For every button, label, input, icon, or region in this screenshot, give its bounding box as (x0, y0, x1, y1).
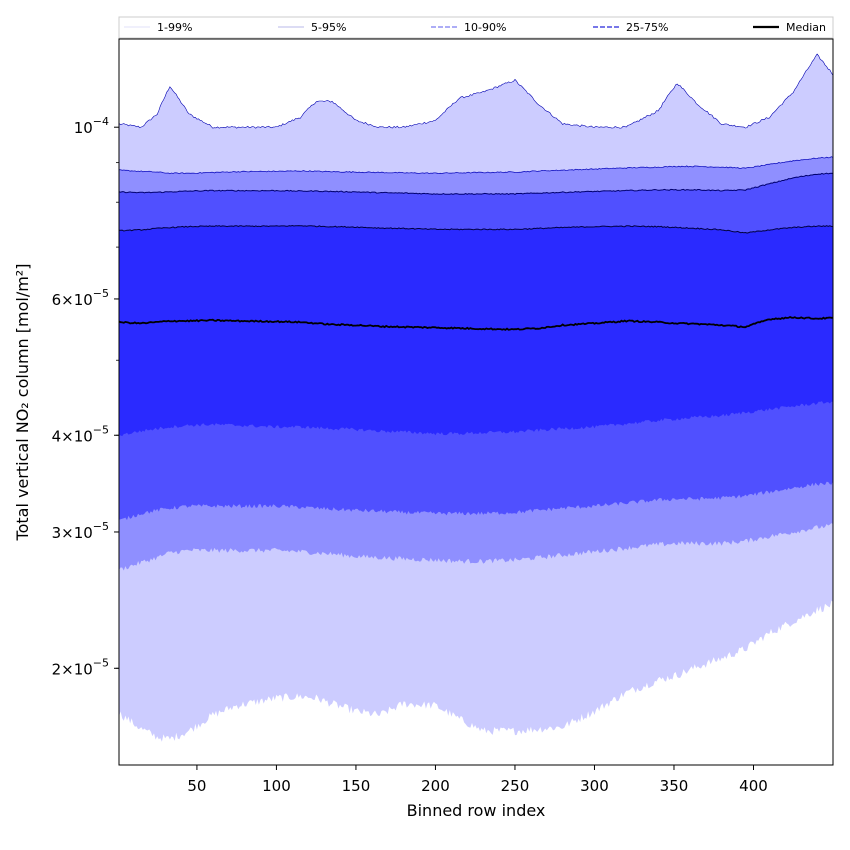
legend-item: 1-99% (124, 21, 192, 34)
y-tick-label: 10−4 (74, 115, 109, 137)
y-tick-label: 4×10−5 (52, 423, 109, 445)
band-1-99-upper-line (119, 53, 833, 129)
band-10-90-upper-line (119, 172, 833, 195)
legend-label: 1-99% (157, 21, 192, 34)
x-tick-label: 350 (660, 777, 689, 795)
x-tick-label: 300 (580, 777, 609, 795)
y-axis-label: Total vertical NO₂ column [mol/m²] (13, 264, 32, 542)
x-tick-label: 100 (262, 777, 291, 795)
x-axis-ticks: 50 100 150 200 250 300 350 400 (187, 765, 768, 795)
x-tick-label: 200 (421, 777, 450, 795)
legend-item: 25-75% (593, 21, 668, 34)
x-tick-label: 250 (501, 777, 530, 795)
legend-label: 10-90% (464, 21, 506, 34)
legend: 1-99% 5-95% 10-90% 25-75% Median (118, 16, 834, 39)
y-tick-label: 2×10−5 (52, 656, 109, 678)
x-tick-label: 50 (187, 777, 206, 795)
band-25-75-upper-line (119, 224, 833, 234)
y-axis-ticks: 10−4 6×10−5 4×10−5 3×10−5 2×10−5 (52, 115, 119, 678)
plot-frame (118, 38, 834, 766)
legend-box (118, 16, 834, 39)
band-5-95-upper-line (119, 156, 833, 175)
x-tick-label: 400 (739, 777, 768, 795)
x-tick-label: 150 (342, 777, 371, 795)
legend-label: 25-75% (626, 21, 668, 34)
band-25-75 (119, 225, 833, 437)
legend-item: 5-95% (278, 21, 346, 34)
legend-item: 10-90% (431, 21, 506, 34)
x-axis-label: Binned row index (407, 801, 546, 820)
y-tick-label: 3×10−5 (52, 520, 109, 542)
median-line (119, 316, 833, 331)
legend-label: Median (786, 21, 826, 34)
legend-item: Median (753, 21, 826, 34)
legend-label: 5-95% (311, 21, 346, 34)
plot-area (119, 53, 833, 742)
y-tick-label: 6×10−5 (52, 287, 109, 309)
